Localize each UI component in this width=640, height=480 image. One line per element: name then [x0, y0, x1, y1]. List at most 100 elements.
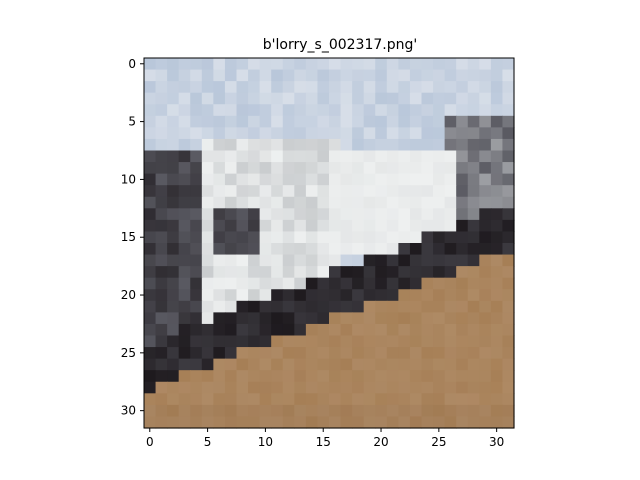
- image-pixel: [329, 393, 342, 406]
- image-pixel: [409, 312, 423, 325]
- image-pixel: [502, 243, 515, 256]
- image-pixel: [259, 266, 272, 279]
- image-pixel: [155, 69, 168, 82]
- image-pixel: [479, 92, 492, 105]
- image-pixel: [248, 323, 261, 337]
- image-pixel: [340, 266, 353, 279]
- image-pixel: [502, 231, 515, 244]
- image-pixel: [386, 185, 399, 198]
- image-pixel: [444, 266, 457, 279]
- image-pixel: [259, 81, 272, 94]
- image-pixel: [282, 69, 295, 82]
- image-pixel: [502, 254, 515, 267]
- image-pixel: [398, 312, 411, 325]
- image-pixel: [236, 173, 249, 186]
- image-pixels: [144, 58, 515, 429]
- image-pixel: [340, 277, 353, 290]
- image-pixel: [479, 323, 492, 337]
- image-pixel: [421, 219, 434, 233]
- image-pixel: [224, 69, 238, 82]
- image-pixel: [409, 69, 423, 82]
- image-pixel: [490, 381, 504, 394]
- image-pixel: [259, 300, 272, 313]
- image-pixel: [490, 254, 504, 267]
- image-pixel: [305, 277, 319, 290]
- image-pixel: [155, 358, 168, 371]
- image-pixel: [444, 393, 457, 406]
- image-pixel: [444, 150, 457, 163]
- image-pixel: [167, 196, 180, 209]
- image-pixel: [502, 150, 515, 163]
- image-pixel: [490, 335, 504, 348]
- image-pixel: [444, 127, 457, 140]
- image-pixel: [467, 335, 480, 348]
- image-pixel: [329, 358, 342, 371]
- image-pixel: [433, 393, 446, 406]
- image-pixel: [456, 277, 469, 290]
- image-pixel: [144, 173, 157, 186]
- image-pixel: [363, 219, 376, 233]
- image-pixel: [352, 393, 365, 406]
- image-pixel: [294, 277, 307, 290]
- image-pixel: [178, 231, 191, 244]
- image-pixel: [375, 323, 388, 337]
- image-pixel: [352, 185, 365, 198]
- image-pixel: [190, 323, 203, 337]
- image-pixel: [178, 115, 191, 128]
- image-pixel: [502, 277, 515, 290]
- image-pixel: [329, 104, 342, 117]
- image-pixel: [386, 381, 399, 394]
- image-pixel: [167, 162, 180, 175]
- image-pixel: [144, 208, 157, 221]
- image-pixel: [317, 358, 330, 371]
- image-pixel: [236, 335, 249, 348]
- image-pixel: [444, 335, 457, 348]
- image-pixel: [201, 370, 214, 383]
- image-pixel: [317, 323, 330, 337]
- image-pixel: [167, 358, 180, 371]
- image-pixel: [201, 381, 214, 394]
- image-pixel: [305, 173, 319, 186]
- image-pixel: [375, 196, 388, 209]
- image-pixel: [155, 196, 168, 209]
- image-pixel: [178, 370, 191, 383]
- x-tick-label: 5: [204, 435, 212, 449]
- image-pixel: [433, 92, 446, 105]
- image-pixel: [282, 58, 295, 71]
- image-pixel: [294, 173, 307, 186]
- image-pixel: [340, 196, 353, 209]
- image-pixel: [248, 358, 261, 371]
- image-pixel: [167, 115, 180, 128]
- image-pixel: [456, 335, 469, 348]
- image-pixel: [490, 173, 504, 186]
- image-pixel: [305, 266, 319, 279]
- image-pixel: [178, 104, 191, 117]
- image-pixel: [490, 277, 504, 290]
- image-pixel: [386, 323, 399, 337]
- image-pixel: [213, 196, 226, 209]
- image-pixel: [305, 416, 319, 429]
- image-pixel: [375, 381, 388, 394]
- image-pixel: [178, 289, 191, 302]
- image-pixel: [398, 289, 411, 302]
- image-pixel: [444, 104, 457, 117]
- image-pixel: [248, 162, 261, 175]
- image-pixel: [282, 381, 295, 394]
- image-pixel: [167, 393, 180, 406]
- image-pixel: [178, 219, 191, 233]
- image-pixel: [398, 69, 411, 82]
- image-pixel: [329, 323, 342, 337]
- image-pixel: [375, 277, 388, 290]
- image-pixel: [282, 162, 295, 175]
- image-pixel: [178, 162, 191, 175]
- image-pixel: [259, 335, 272, 348]
- image-pixel: [433, 162, 446, 175]
- image-pixel: [444, 115, 457, 128]
- image-pixel: [167, 231, 180, 244]
- image-pixel: [433, 58, 446, 71]
- image-pixel: [248, 289, 261, 302]
- image-pixel: [236, 358, 249, 371]
- image-pixel: [502, 208, 515, 221]
- image-pixel: [305, 162, 319, 175]
- image-pixel: [409, 219, 423, 233]
